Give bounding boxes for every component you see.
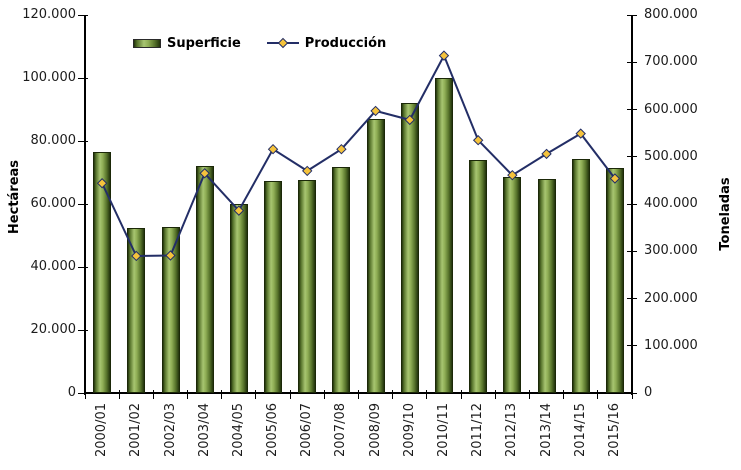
left-tick-label: 0 — [67, 385, 76, 400]
x-tick — [289, 390, 291, 399]
category-label-2001/02: 2001/02 — [128, 403, 144, 458]
marker-2006/07 — [302, 165, 313, 177]
x-tick — [426, 390, 428, 399]
right-tick — [627, 14, 637, 16]
x-tick — [358, 390, 359, 399]
x-tick — [323, 390, 325, 399]
bar-2004/05 — [229, 204, 248, 393]
legend: Superficie Producción — [133, 35, 386, 51]
right-tick — [627, 298, 637, 299]
legend-label-produccion: Producción — [304, 35, 387, 51]
left-tick — [78, 140, 88, 142]
x-tick — [255, 390, 257, 399]
left-tick-label: 40.000 — [30, 259, 77, 274]
right-tick-label: 600.000 — [644, 101, 698, 117]
marker-2005/06 — [267, 143, 279, 155]
category-label-2002/03: 2002/03 — [162, 403, 178, 458]
left-axis-line — [84, 15, 86, 395]
category-label-2007/08: 2007/08 — [333, 403, 349, 458]
category-label-2013/14: 2013/14 — [538, 403, 554, 458]
bar-2013/14 — [537, 179, 556, 393]
bar-2000/01 — [93, 151, 112, 393]
x-tick — [597, 390, 599, 399]
x-tick — [631, 390, 633, 399]
marker-2010/11 — [438, 50, 450, 61]
right-tick-label: 800.000 — [644, 7, 698, 22]
category-label-2010/11: 2010/11 — [436, 403, 451, 458]
bar-2014/15 — [571, 159, 590, 393]
left-tick-label: 80.000 — [30, 133, 77, 148]
bar-2012/13 — [503, 176, 522, 393]
produccion-line-swatch-icon — [266, 37, 299, 49]
category-label-2003/04: 2003/04 — [196, 403, 212, 458]
right-tick — [627, 250, 637, 252]
right-axis-title: Toneladas — [718, 177, 733, 251]
bar-2008/09 — [366, 118, 385, 393]
left-tick — [78, 14, 88, 16]
marker-2008/09 — [370, 105, 381, 117]
left-tick-label: 120.000 — [22, 7, 76, 22]
left-tick — [78, 77, 88, 79]
legend-label-superficie: Superficie — [167, 35, 241, 51]
category-label-2005/06: 2005/06 — [265, 403, 280, 458]
category-label-2008/09: 2008/09 — [367, 403, 383, 458]
bar-2005/06 — [264, 180, 282, 393]
marker-2007/08 — [336, 143, 347, 155]
superficie-bar-swatch-icon — [133, 38, 161, 48]
legend-entry-superficie: Superficie — [133, 36, 241, 51]
right-tick-label: 700.000 — [644, 54, 698, 70]
right-tick-label: 0 — [644, 385, 653, 400]
x-tick — [392, 390, 394, 399]
bar-2007/08 — [332, 166, 351, 393]
left-tick — [78, 329, 88, 331]
category-label-2000/01: 2000/01 — [94, 403, 110, 458]
x-tick — [118, 390, 120, 399]
x-tick — [84, 390, 86, 399]
right-tick-label: 100.000 — [644, 337, 698, 353]
category-label-2014/15: 2014/15 — [572, 403, 588, 458]
x-tick — [187, 390, 189, 399]
bar-2010/11 — [435, 78, 453, 393]
bar-2009/10 — [400, 103, 419, 393]
x-tick — [460, 390, 462, 399]
bar-2002/03 — [161, 227, 180, 393]
x-tick — [152, 390, 154, 399]
category-label-2006/07: 2006/07 — [299, 403, 315, 458]
category-label-2015/16: 2015/16 — [606, 403, 622, 458]
right-tick — [627, 345, 637, 347]
x-tick — [528, 390, 530, 399]
right-tick-label: 500.000 — [644, 148, 698, 164]
left-tick — [78, 203, 88, 205]
x-tick — [221, 390, 223, 399]
right-tick — [627, 109, 637, 110]
left-tick-label: 100.000 — [22, 70, 76, 85]
left-tick — [78, 392, 88, 394]
bar-2015/16 — [605, 168, 624, 393]
right-tick-label: 200.000 — [644, 290, 698, 306]
right-tick — [627, 61, 637, 63]
bar-2006/07 — [298, 180, 317, 393]
bar-2003/04 — [195, 165, 214, 393]
left-tick-label: 60.000 — [30, 196, 77, 211]
marker-2014/15 — [575, 128, 586, 139]
category-label-2012/13: 2012/13 — [504, 403, 520, 458]
right-tick-label: 300.000 — [644, 243, 698, 259]
right-tick-label: 400.000 — [644, 196, 698, 211]
legend-entry-produccion: Producción — [266, 35, 387, 51]
category-label-2004/05: 2004/05 — [230, 403, 246, 458]
marker-2013/14 — [541, 148, 552, 160]
right-tick — [627, 156, 637, 158]
right-tick — [627, 203, 637, 205]
right-axis-line — [631, 15, 633, 395]
left-tick — [78, 266, 88, 268]
x-tick — [563, 390, 565, 399]
bar-2011/12 — [469, 159, 488, 393]
x-tick — [494, 390, 496, 399]
marker-2011/12 — [472, 135, 484, 146]
left-tick-label: 20.000 — [30, 322, 77, 337]
category-label-2009/10: 2009/10 — [401, 403, 417, 458]
bar-2001/02 — [127, 227, 146, 393]
category-label-2011/12: 2011/12 — [470, 403, 486, 458]
